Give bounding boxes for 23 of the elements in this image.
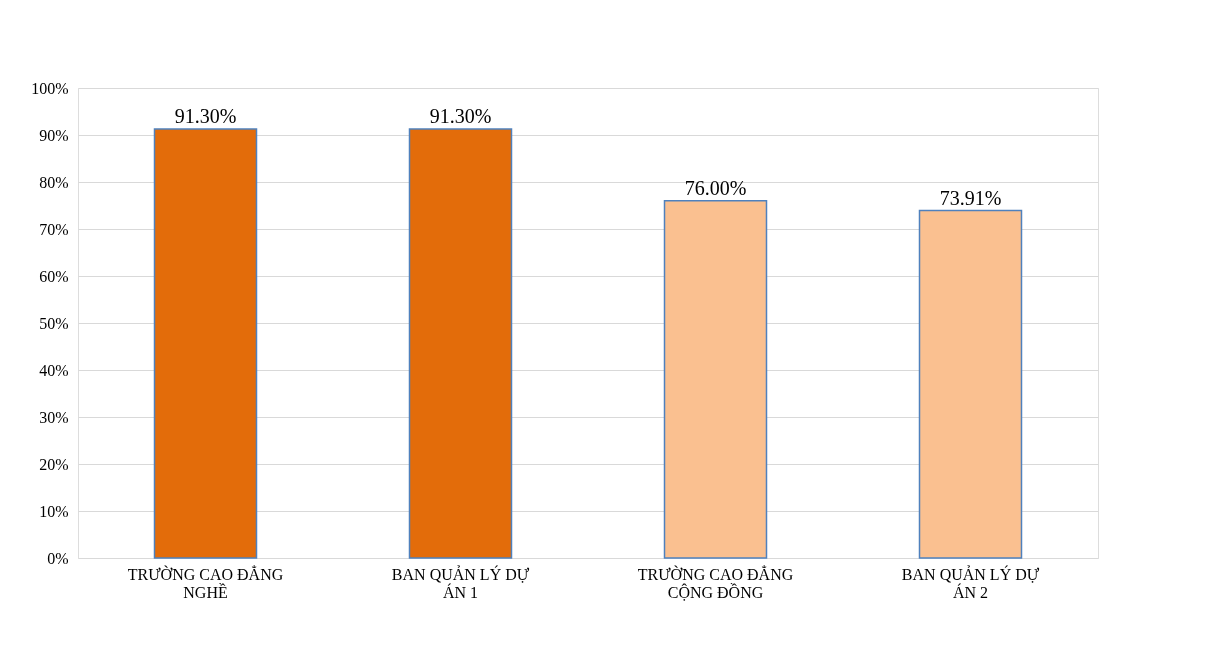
y-tick-label: 100% xyxy=(31,79,69,97)
bar xyxy=(663,200,768,559)
y-tick-label: 90% xyxy=(39,126,69,144)
y-tick-label: 30% xyxy=(39,408,69,426)
x-tick-label: TRƯỜNG CAO ĐẲNG CỘNG ĐỒNG xyxy=(637,564,794,601)
y-tick-label: 60% xyxy=(39,267,69,285)
y-tick-label: 70% xyxy=(39,220,69,238)
bar xyxy=(153,128,258,559)
data-label: 91.30% xyxy=(174,104,237,127)
data-label: 76.00% xyxy=(684,176,747,199)
x-tick-label: BAN QUẢN LÝ DỰ ÁN 1 xyxy=(391,564,530,601)
y-tick-label: 80% xyxy=(39,173,69,191)
data-label: 91.30% xyxy=(429,104,492,127)
y-tick-label: 0% xyxy=(47,549,69,567)
x-tick-label: BAN QUẢN LÝ DỰ ÁN 2 xyxy=(901,564,1040,601)
y-tick-label: 40% xyxy=(39,361,69,379)
y-tick-label: 50% xyxy=(39,314,69,332)
x-tick-label: TRƯỜNG CAO ĐẲNG NGHỀ xyxy=(127,564,284,601)
y-tick-label: 10% xyxy=(39,502,69,520)
data-label: 73.91% xyxy=(939,186,1002,209)
bar xyxy=(408,128,513,559)
bar xyxy=(918,209,1023,559)
y-tick-label: 20% xyxy=(39,455,69,473)
